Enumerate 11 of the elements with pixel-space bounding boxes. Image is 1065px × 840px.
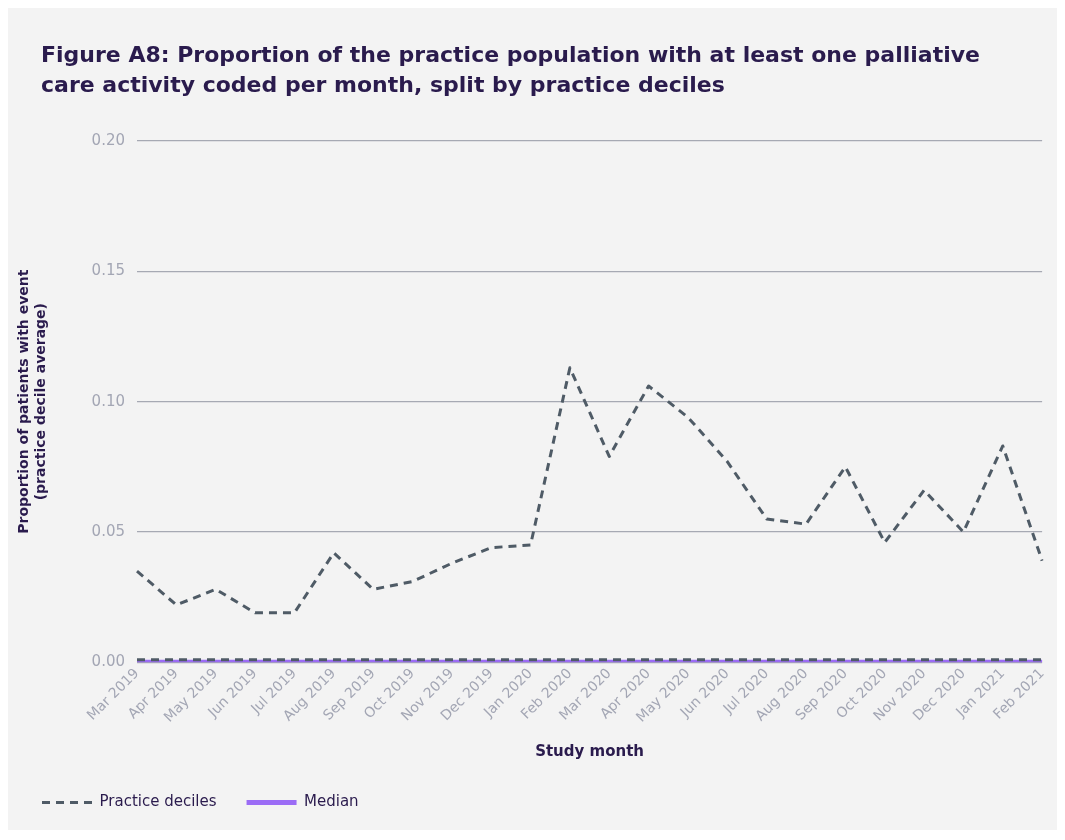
- x-axis-title: Study month: [535, 741, 644, 760]
- chart-title: Figure A8: Proportion of the practice population with at least one palliative care activity coded per month, split by practice deciles: [40, 41, 981, 99]
- y-axis-title: Proportion of patients with event (practice decile average): [15, 269, 48, 534]
- y-tick-label: 0.05: [91, 521, 125, 540]
- line-series: [135, 366, 1044, 615]
- y-tick-label: 0.20: [91, 130, 125, 149]
- y-tick-label: 0.15: [91, 261, 125, 280]
- legend-label: Median: [304, 792, 359, 811]
- legend-label: Practice deciles: [99, 792, 217, 811]
- y-tick-label: 0.10: [91, 391, 125, 410]
- y-tick-label: 0.00: [91, 652, 125, 671]
